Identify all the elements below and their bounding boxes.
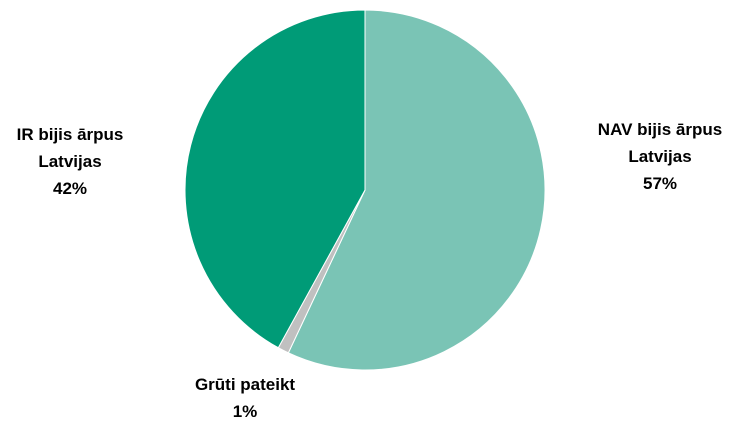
slice-label: NAV bijis ārpus Latvijas 57% [575,116,745,197]
slice-label: Grūti pateikt 1% [145,371,345,421]
slice-name: NAV bijis ārpus Latvijas [597,120,723,166]
slice-name: Grūti pateikt [194,375,296,394]
pie-slice [287,9,546,371]
slice-value: 1% [232,402,258,421]
slice-value: 42% [52,179,88,198]
slice-value: 57% [642,174,678,193]
slice-label: IR bijis ārpus Latvijas 42% [0,121,155,202]
slice-name: IR bijis ārpus Latvijas [16,125,124,171]
pie-slice [184,9,366,349]
